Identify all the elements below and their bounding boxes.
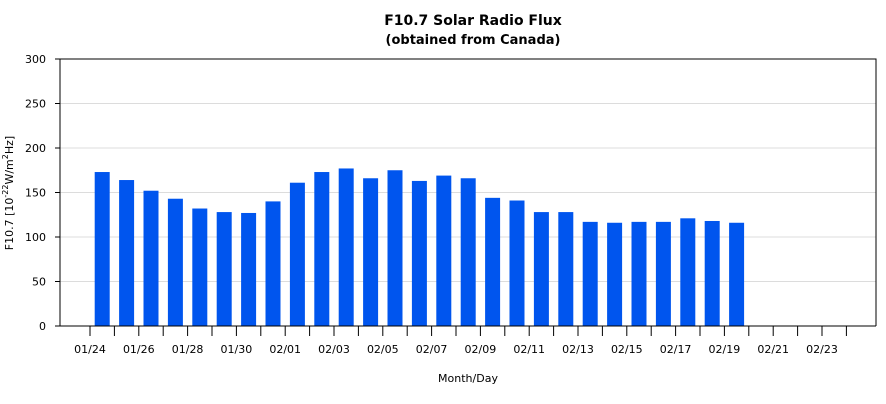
x-tick-label: 01/28 xyxy=(172,343,204,356)
plot-frame xyxy=(59,58,877,326)
bar xyxy=(94,172,110,326)
chart-subtitle: (obtained from Canada) xyxy=(386,33,561,48)
x-tick-label: 02/17 xyxy=(660,343,692,356)
x-tick-label: 02/15 xyxy=(611,343,643,356)
y-tick-label: 200 xyxy=(25,142,46,155)
y-axis-label-mid: W/m xyxy=(3,159,16,184)
x-tick-label: 02/21 xyxy=(757,343,789,356)
bar xyxy=(607,222,623,326)
y-tick-label: 150 xyxy=(25,187,46,200)
y-axis-label-prefix: F10.7 [10 xyxy=(3,198,16,251)
x-tick-label: 01/30 xyxy=(221,343,253,356)
x-axis-label: Month/Day xyxy=(438,372,498,385)
bar xyxy=(558,212,574,326)
axes-group xyxy=(55,58,877,336)
bar xyxy=(241,212,257,326)
y-axis-label: F10.7 [10-22W/m2Hz] xyxy=(1,136,16,250)
bar xyxy=(119,180,135,326)
y-tick-label: 300 xyxy=(25,53,46,66)
x-tick-label: 02/19 xyxy=(709,343,741,356)
bars-group xyxy=(94,168,745,326)
bar xyxy=(631,221,647,326)
y-axis-label-exp1: -22 xyxy=(1,185,10,198)
bar xyxy=(485,197,501,326)
y-tick-labels: 0 50 100 150 200 250 300 xyxy=(25,53,46,333)
bar xyxy=(167,198,183,326)
x-tick-label: 02/01 xyxy=(269,343,301,356)
bar xyxy=(509,200,525,326)
x-tick-labels: 01/24 01/26 01/28 01/30 02/01 02/03 02/05 02/07… xyxy=(74,343,838,356)
y-tick-label: 100 xyxy=(25,231,46,244)
bar xyxy=(704,220,720,326)
bar xyxy=(143,190,159,326)
bar xyxy=(338,168,354,326)
bar xyxy=(680,218,696,326)
bar xyxy=(387,170,403,326)
x-tick-label: 02/13 xyxy=(562,343,594,356)
bar xyxy=(533,212,549,326)
bar xyxy=(436,175,452,326)
x-tick-label: 01/26 xyxy=(123,343,155,356)
x-tick-label: 01/24 xyxy=(74,343,106,356)
x-tick-label: 02/11 xyxy=(513,343,545,356)
bar xyxy=(655,221,671,326)
y-tick-label: 50 xyxy=(32,276,46,289)
bar xyxy=(289,182,305,326)
bar xyxy=(363,178,379,326)
bar xyxy=(265,201,281,326)
x-tick-label: 02/07 xyxy=(416,343,448,356)
y-tick-label: 250 xyxy=(25,98,46,111)
chart-title: F10.7 Solar Radio Flux xyxy=(384,13,562,29)
x-tick-label: 02/23 xyxy=(806,343,838,356)
y-tick-label: 0 xyxy=(39,320,46,333)
x-tick-label: 02/03 xyxy=(318,343,350,356)
bar xyxy=(460,178,476,326)
y-axis-label-exp2: 2 xyxy=(1,154,10,159)
bar xyxy=(216,212,232,326)
bar xyxy=(314,172,330,326)
x-tick-label: 02/09 xyxy=(465,343,497,356)
bar xyxy=(582,221,598,326)
bar xyxy=(192,208,208,326)
bar xyxy=(729,222,745,326)
bar xyxy=(411,180,427,326)
x-tick-label: 02/05 xyxy=(367,343,399,356)
y-axis-label-suffix: Hz] xyxy=(3,136,16,154)
